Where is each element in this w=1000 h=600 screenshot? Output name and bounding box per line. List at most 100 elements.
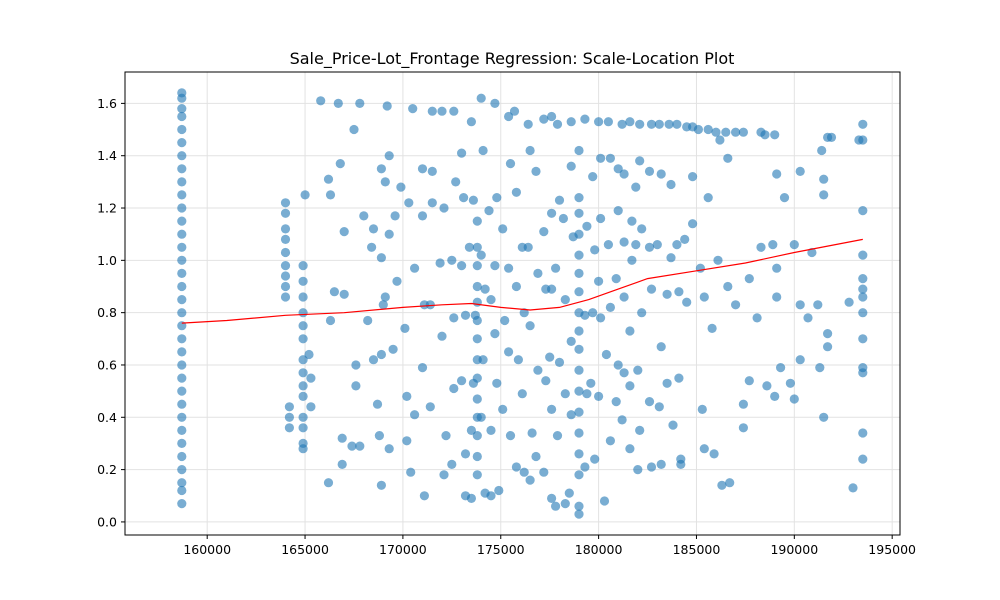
data-point [603,240,614,250]
data-point [511,187,521,197]
data-point [177,485,187,496]
data-point [547,208,557,218]
data-point [494,485,504,496]
data-point [427,166,437,176]
data-point [472,216,482,226]
plot-frame [124,71,901,536]
data-point [574,193,584,203]
data-point [625,381,635,391]
data-point [437,106,447,116]
data-point [819,190,829,200]
data-point [280,292,291,302]
data-point [298,412,308,422]
data-point [325,190,336,200]
data-point [711,127,721,137]
data-point [785,378,796,388]
data-point [656,342,666,352]
data-point [666,253,676,263]
x-tick-label: 195000 [868,542,916,557]
data-point [582,389,592,399]
data-point [177,151,187,161]
data-point [306,402,316,412]
data-point [498,224,508,234]
data-point [504,111,514,122]
data-point [789,240,799,250]
data-point [177,255,187,265]
data-point [756,242,766,252]
data-point [674,373,684,383]
data-point [588,172,598,182]
data-point [472,431,482,441]
data-point [644,397,655,407]
data-point [654,119,664,129]
data-point [298,292,308,302]
data-point [731,127,741,137]
data-point [599,496,610,506]
data-point [552,119,563,129]
data-point [605,302,616,312]
data-point [486,295,496,305]
data-point [457,261,467,271]
data-point [177,478,187,488]
x-tick-label: 190000 [770,542,818,557]
data-point [596,153,606,163]
data-point [605,436,616,446]
data-point [625,326,635,336]
data-point [547,284,557,294]
data-point [425,402,435,412]
data-point [298,321,308,331]
data-point [551,501,561,511]
data-point [795,300,805,310]
data-point [574,407,584,417]
data-point [472,242,482,252]
data-point [337,433,347,443]
data-point [656,459,666,469]
data-point [177,104,187,114]
data-point [551,263,561,273]
data-point [298,368,308,378]
data-point [674,287,684,297]
data-point [177,229,187,239]
data-point [280,271,291,281]
data-point [772,169,782,179]
data-point [789,394,799,404]
data-point [644,242,655,252]
data-point [298,444,308,454]
data-point [817,145,827,156]
data-point [779,193,790,203]
data-point [447,255,457,265]
data-point [280,234,291,244]
data-point [323,478,334,488]
data-point [574,268,584,278]
data-point [566,336,576,346]
data-point [699,292,709,302]
data-point [468,195,478,205]
data-point [858,292,868,302]
data-point [666,179,676,190]
data-point [858,206,868,216]
data-point [588,308,598,318]
data-point [594,117,604,127]
data-point [177,164,187,174]
data-point [611,397,621,407]
y-tick-label: 0.0 [97,514,117,529]
data-point [177,295,187,305]
data-point [760,130,770,140]
data-point [466,493,476,503]
data-point [644,166,655,176]
data-point [574,229,584,239]
data-point [709,449,719,459]
data-point [280,281,291,292]
data-point [472,297,482,307]
data-point [713,255,723,265]
data-point [574,145,584,156]
x-tick-label: 170000 [379,542,427,557]
data-point [378,300,388,310]
data-point [564,488,574,498]
data-point [664,119,674,129]
data-point [449,313,459,323]
data-point [731,300,741,310]
data-point [531,451,541,462]
data-point [539,227,549,237]
y-tick-label: 0.8 [97,305,117,320]
